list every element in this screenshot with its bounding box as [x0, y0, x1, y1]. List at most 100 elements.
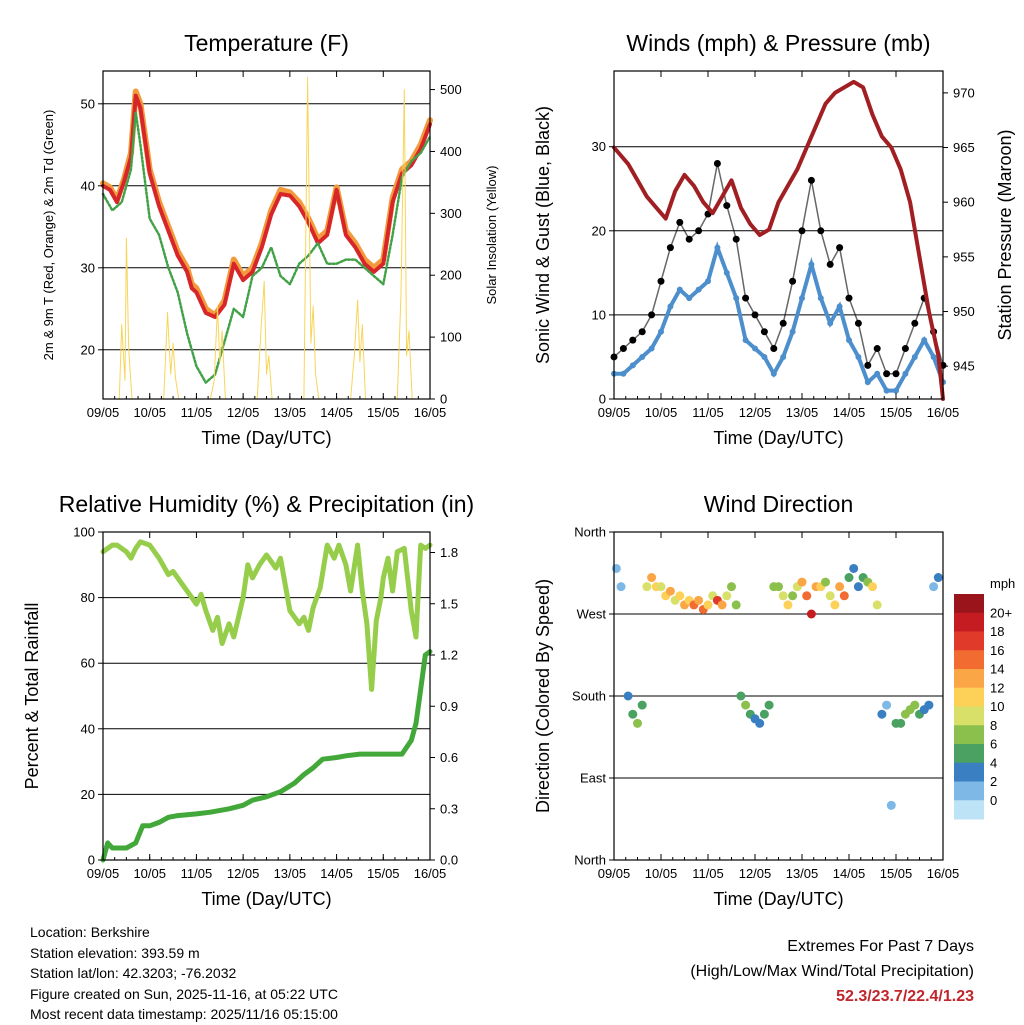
y2-tick-label: 1.8	[440, 545, 458, 560]
y-tick-label: South	[572, 689, 606, 704]
y2-tick-label: 945	[953, 359, 975, 374]
direction-point	[759, 709, 769, 719]
x-tick-label: 09/05	[87, 405, 120, 420]
direction-point	[616, 582, 626, 592]
series-gust	[610, 160, 947, 378]
x-tick-label: 14/05	[320, 405, 353, 420]
direction-point	[611, 563, 621, 573]
series-line	[101, 110, 432, 384]
x-tick-label: 12/05	[739, 405, 772, 420]
y-tick-label: North	[574, 525, 606, 540]
direction-point	[783, 600, 793, 610]
y2-tick-label: 0.6	[440, 750, 458, 765]
series-wind	[611, 241, 946, 394]
x-tick-label: 10/05	[645, 405, 678, 420]
chart-dir: 09/05 10/05 11/05 12/05 13/05 14/05 15/05 16/05…	[533, 491, 1015, 909]
direction-point	[736, 691, 746, 701]
y2-tick-label: 955	[953, 249, 975, 264]
x-tick-label: 16/05	[927, 405, 960, 420]
x-tick-label: 13/05	[786, 866, 819, 881]
series-line	[101, 93, 432, 319]
colorbar-swatch	[954, 612, 984, 632]
series-line	[102, 76, 422, 400]
x-tick-label: 12/05	[227, 405, 260, 420]
x-tick-label: 15/05	[880, 866, 913, 881]
y-tick-label: North	[574, 853, 606, 868]
colorbar-swatch	[954, 781, 984, 801]
direction-point	[872, 600, 882, 610]
y-tick-label: 20	[81, 787, 95, 802]
x-tick-label: 16/05	[414, 866, 447, 881]
x-axis-label: Time (Day/UTC)	[201, 889, 331, 909]
extremes-description: (High/Low/Max Wind/Total Precipitation)	[690, 963, 974, 980]
direction-point	[853, 582, 863, 592]
colorbar-title: mph	[990, 576, 1015, 591]
colorbar-swatch	[954, 650, 984, 670]
direction-point	[877, 709, 887, 719]
colorbar-swatch	[954, 744, 984, 764]
direction-point	[849, 563, 859, 573]
direction-point	[694, 595, 704, 605]
x-tick-label: 11/05	[181, 405, 213, 420]
series-solar-insolation	[102, 76, 422, 400]
y-tick-label: 50	[81, 96, 95, 111]
extremes-title: Extremes For Past 7 Days	[787, 938, 974, 955]
y-axis-label: Sonic Wind & Gust (Blue, Black)	[533, 106, 553, 364]
direction-point	[656, 582, 666, 592]
y-tick-label: 40	[81, 721, 95, 736]
series-line	[612, 79, 945, 401]
chart-title: Wind Direction	[704, 491, 854, 517]
y2-tick-label: 500	[440, 82, 462, 97]
direction-point	[647, 573, 657, 583]
direction-point	[882, 700, 892, 710]
colorbar-label: 16	[990, 643, 1004, 658]
colorbar-label: 18	[990, 624, 1004, 639]
x-tick-label: 15/05	[880, 405, 913, 420]
x-tick-label: 10/05	[645, 866, 678, 881]
y-tick-label: 40	[81, 178, 95, 193]
x-tick-label: 10/05	[133, 405, 166, 420]
series-line	[100, 649, 433, 863]
x-axis-label: Time (Day/UTC)	[713, 428, 843, 448]
direction-point	[821, 577, 830, 587]
colorbar-swatch	[954, 669, 984, 689]
y2-tick-label: 1.2	[440, 648, 458, 663]
series-relative-humidity	[100, 539, 433, 692]
y2-tick-label: 970	[953, 85, 975, 100]
direction-point	[774, 582, 783, 592]
chart-temp: 09/05 10/05 11/05 12/05 13/05 14/05 15/05 16/05…	[41, 30, 499, 448]
plot-frame	[613, 70, 944, 400]
chart-rh: 09/05 10/05 11/05 12/05 13/05 14/05 15/05 16/05…	[22, 491, 474, 909]
colorbar-label: 4	[990, 755, 997, 770]
direction-point	[703, 600, 713, 610]
x-tick-label: 11/05	[181, 866, 213, 881]
x-tick-label: 11/05	[692, 866, 724, 881]
direction-point	[933, 573, 943, 583]
y-axis-label: Direction (Colored By Speed)	[533, 579, 553, 813]
y-tick-label: 20	[592, 223, 606, 238]
direction-point	[886, 800, 896, 810]
station-elevation: Station elevation: 393.59 m	[30, 944, 200, 961]
x-tick-label: 12/05	[227, 866, 260, 881]
series-trace	[613, 163, 944, 375]
chart-title: Relative Humidity (%) & Precipitation (i…	[59, 491, 474, 517]
direction-point	[675, 591, 685, 601]
y2-axis-label: Solar Insolation (Yellow)	[484, 166, 499, 305]
x-tick-label: 12/05	[739, 866, 772, 881]
figure-created: Figure created on Sun, 2025-11-16, at 05…	[30, 985, 338, 1002]
station-latlon: Station lat/lon: 42.3203; -76.2032	[30, 965, 237, 981]
series-2m-t	[101, 93, 432, 319]
series-trace	[614, 241, 945, 393]
x-axis-label: Time (Day/UTC)	[201, 428, 331, 448]
colorbar-label: 8	[990, 718, 997, 733]
direction-point	[642, 582, 652, 592]
extremes-values: 52.3/23.7/22.4/1.23	[836, 988, 974, 1005]
y-tick-label: 0	[88, 853, 95, 868]
colorbar-label: 0	[990, 793, 997, 808]
colorbar-swatch	[954, 631, 984, 651]
recent-timestamp: Most recent data timestamp: 2025/11/16 0…	[30, 1006, 338, 1022]
y2-tick-label: 0.0	[440, 853, 458, 868]
x-tick-label: 15/05	[367, 405, 400, 420]
colorbar-swatch	[954, 687, 984, 707]
x-tick-label: 14/05	[320, 866, 353, 881]
